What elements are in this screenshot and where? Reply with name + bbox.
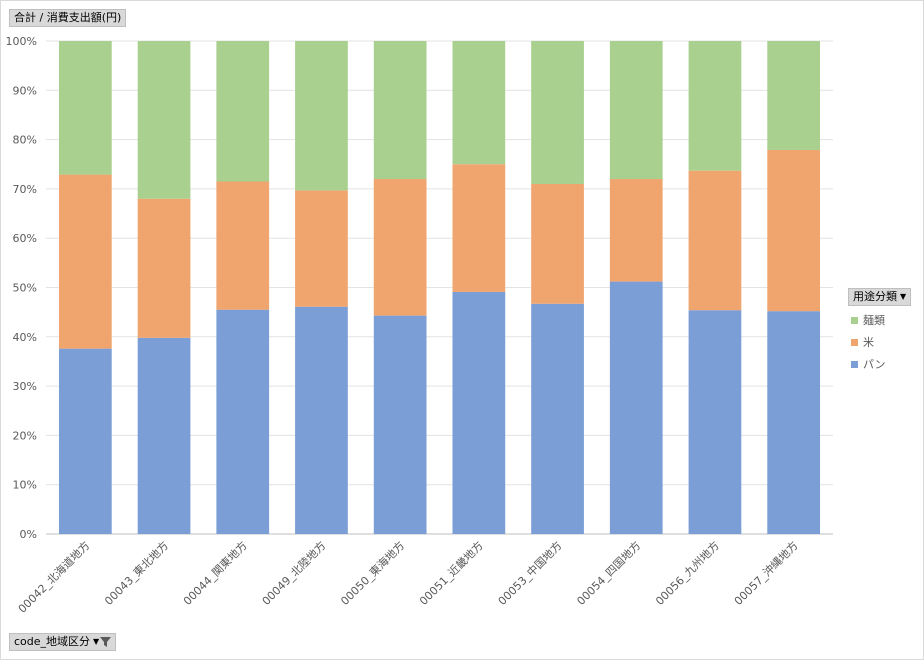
legend-swatch-kome: [851, 338, 858, 346]
y-tick-label: 10%: [13, 479, 37, 492]
bar-segment-menrui[interactable]: [609, 41, 663, 180]
x-tick-label: 00056_九州地方: [652, 538, 722, 608]
bar-segment-pan[interactable]: [688, 310, 742, 534]
bars: [58, 41, 821, 534]
dropdown-arrow-icon: ▼: [93, 637, 100, 646]
bar-segment-kome[interactable]: [609, 179, 663, 282]
legend: 麺類 米 パン: [851, 309, 886, 375]
bar-segment-menrui[interactable]: [531, 41, 584, 184]
x-tick-label: 00053_中国地方: [495, 538, 565, 608]
bar-segment-pan[interactable]: [531, 303, 584, 534]
y-tick-label: 0%: [20, 528, 37, 541]
y-axis-tick-labels: 0% 10% 20% 30% 40% 50% 60% 70% 80% 90% 100%: [6, 35, 37, 541]
x-axis-tick-labels: 00042_北海道地方 00043_東北地方 00044_関東地方 00049_北陸地…: [15, 538, 801, 615]
bar-segment-menrui[interactable]: [373, 41, 427, 180]
legend-field-button[interactable]: 用途分類 ▼: [848, 288, 912, 306]
bar-segment-menrui[interactable]: [295, 41, 348, 191]
bar-segment-pan[interactable]: [373, 315, 427, 534]
bar-segment-kome[interactable]: [137, 198, 191, 338]
bar-segment-menrui[interactable]: [216, 41, 270, 182]
legend-item-pan[interactable]: パン: [851, 353, 886, 375]
bar-segment-kome[interactable]: [373, 179, 427, 316]
bar-segment-menrui[interactable]: [58, 41, 112, 175]
y-tick-label: 100%: [6, 35, 37, 48]
legend-label-kome: 米: [863, 336, 874, 349]
x-tick-label: 00049_北陸地方: [259, 538, 329, 608]
bar-segment-pan[interactable]: [216, 309, 270, 534]
bar-segment-pan[interactable]: [58, 348, 112, 534]
x-tick-label: 00044_関東地方: [180, 538, 250, 608]
bar-segment-kome[interactable]: [452, 164, 506, 292]
x-tick-label: 00050_東海地方: [338, 538, 408, 608]
x-tick-label: 00057_沖縄地方: [731, 538, 801, 608]
bar-segment-pan[interactable]: [452, 291, 506, 534]
bar-segment-menrui[interactable]: [767, 41, 821, 150]
y-tick-label: 60%: [13, 232, 37, 245]
axis-field-button[interactable]: code_地域区分 ▼: [9, 633, 117, 651]
bar-segment-menrui[interactable]: [452, 41, 506, 165]
legend-item-kome[interactable]: 米: [851, 331, 886, 353]
bar-segment-pan[interactable]: [137, 337, 191, 534]
legend-label-menrui: 麺類: [863, 314, 885, 327]
bar-segment-pan[interactable]: [295, 306, 348, 534]
bar-segment-kome[interactable]: [531, 183, 584, 304]
bar-segment-pan[interactable]: [767, 311, 821, 534]
x-tick-label: 00051_近畿地方: [416, 538, 486, 608]
x-tick-label: 00042_北海道地方: [15, 538, 92, 615]
bar-segment-kome[interactable]: [216, 181, 270, 310]
axis-field-label: code_地域区分: [14, 635, 91, 648]
y-tick-label: 30%: [13, 380, 37, 393]
value-field-label: 合計 / 消費支出額(円): [14, 11, 122, 24]
legend-item-menrui[interactable]: 麺類: [851, 309, 886, 331]
y-tick-label: 80%: [13, 134, 37, 147]
y-tick-label: 90%: [13, 84, 37, 97]
bar-segment-kome[interactable]: [295, 190, 348, 307]
y-tick-label: 20%: [13, 429, 37, 442]
legend-label-pan: パン: [863, 358, 886, 371]
bar-segment-kome[interactable]: [58, 174, 112, 349]
x-tick-label: 00043_東北地方: [102, 538, 172, 608]
bar-segment-pan[interactable]: [609, 281, 663, 534]
legend-field-label: 用途分類: [853, 290, 897, 303]
dropdown-arrow-icon: ▼: [900, 292, 907, 301]
legend-swatch-menrui: [851, 316, 858, 324]
legend-swatch-pan: [851, 360, 858, 368]
bar-segment-menrui[interactable]: [137, 41, 191, 199]
y-tick-label: 70%: [13, 183, 37, 196]
bar-segment-kome[interactable]: [767, 149, 821, 312]
x-tick-label: 00054_四国地方: [574, 538, 644, 608]
y-tick-label: 40%: [13, 331, 37, 344]
filter-icon: [100, 637, 112, 647]
bar-segment-kome[interactable]: [688, 170, 742, 311]
value-field-button[interactable]: 合計 / 消費支出額(円): [9, 9, 127, 27]
y-tick-label: 50%: [13, 282, 37, 295]
bar-segment-menrui[interactable]: [688, 41, 742, 171]
